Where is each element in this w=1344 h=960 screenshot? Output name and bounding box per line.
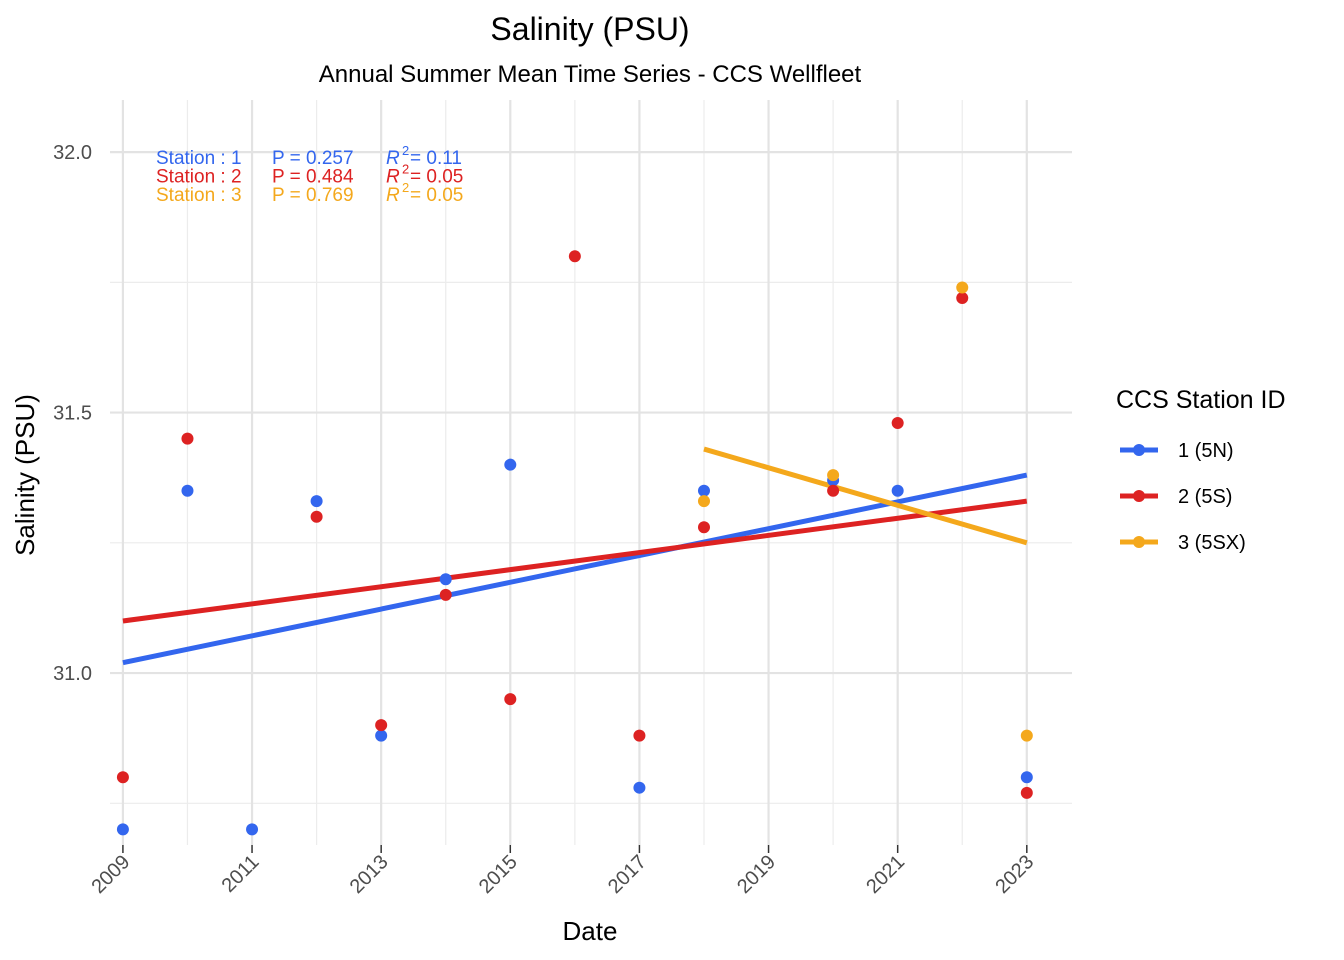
y-axis-title: Salinity (PSU) — [10, 394, 40, 556]
stat-station-label: Station : 1 — [156, 148, 242, 169]
x-tick-label: 2019 — [733, 851, 780, 898]
stat-r-squared-value: = 0.11 — [410, 148, 462, 169]
stat-r-squared-symbol: R — [386, 185, 400, 206]
data-point — [181, 432, 194, 445]
data-point — [246, 823, 259, 836]
y-tick-label: 31.5 — [53, 403, 92, 425]
stat-r-squared-value: = 0.05 — [410, 167, 463, 188]
data-point — [697, 484, 710, 497]
data-point — [956, 281, 969, 294]
x-tick-label: 2021 — [862, 851, 909, 898]
data-point — [891, 484, 904, 497]
x-axis-title: Date — [563, 916, 618, 946]
grid-lines — [110, 100, 1072, 845]
stat-r-squared-symbol: R — [386, 167, 400, 188]
legend-label: 3 (5SX) — [1178, 532, 1246, 554]
data-point — [1020, 729, 1033, 742]
stat-p-value: P = 0.257 — [272, 148, 354, 169]
trend-line — [122, 472, 1028, 666]
x-tick-label: 2009 — [87, 851, 134, 898]
x-tick-label: 2015 — [475, 851, 522, 898]
data-point — [439, 588, 452, 601]
trend-line — [122, 498, 1028, 624]
data-point — [439, 573, 452, 586]
x-tick-label: 2011 — [218, 851, 264, 897]
x-axis: 2009 2011 2013 2015 2017 2019 2021 2023 — [87, 845, 1038, 898]
y-tick-label: 32.0 — [53, 142, 92, 164]
data-point — [827, 469, 840, 482]
stat-station-label: Station : 3 — [156, 185, 242, 206]
y-tick-label: 31.0 — [53, 663, 92, 685]
chart-subtitle: Annual Summer Mean Time Series - CCS Wel… — [319, 61, 862, 88]
stat-p-value: P = 0.769 — [272, 185, 354, 206]
legend-label: 2 (5S) — [1178, 486, 1232, 508]
data-point — [375, 729, 388, 742]
stat-r-squared-value: = 0.05 — [410, 185, 463, 206]
data-point — [1020, 786, 1033, 799]
data-point — [310, 495, 323, 508]
data-points — [116, 250, 1033, 836]
data-point — [891, 417, 904, 430]
data-point — [697, 495, 710, 508]
data-point — [310, 510, 323, 523]
legend-key-point — [1133, 536, 1145, 548]
legend-key-point — [1133, 490, 1145, 502]
x-tick-label: 2017 — [604, 851, 651, 898]
data-point — [375, 719, 388, 732]
legend: CCS Station ID 1 (5N) 2 (5S) 3 (5SX) — [1116, 386, 1286, 554]
x-tick-label: 2023 — [991, 851, 1038, 898]
stat-r-squared-exponent: 2 — [402, 143, 409, 158]
data-point — [633, 729, 646, 742]
data-point — [568, 250, 581, 263]
data-point — [116, 823, 129, 836]
stat-station-label: Station : 2 — [156, 167, 242, 188]
data-point — [116, 771, 129, 784]
stat-r-squared-symbol: R — [386, 148, 400, 169]
legend-key-point — [1133, 444, 1145, 456]
data-point — [1020, 771, 1033, 784]
y-axis: 31.0 31.5 32.0 — [53, 142, 92, 685]
legend-title: CCS Station ID — [1116, 386, 1286, 414]
data-point — [504, 458, 517, 471]
data-point — [956, 291, 969, 304]
stat-r-squared-exponent: 2 — [402, 162, 409, 177]
data-point — [181, 484, 194, 497]
data-point — [827, 484, 840, 497]
data-point — [633, 781, 646, 794]
trend-line — [703, 446, 1028, 546]
x-tick-label: 2013 — [346, 851, 393, 898]
data-point — [504, 693, 517, 706]
stat-r-squared-exponent: 2 — [402, 180, 409, 195]
stat-p-value: P = 0.484 — [272, 167, 354, 188]
trend-lines — [122, 446, 1028, 666]
legend-label: 1 (5N) — [1178, 440, 1234, 462]
chart-title: Salinity (PSU) — [490, 11, 689, 47]
data-point — [697, 521, 710, 534]
